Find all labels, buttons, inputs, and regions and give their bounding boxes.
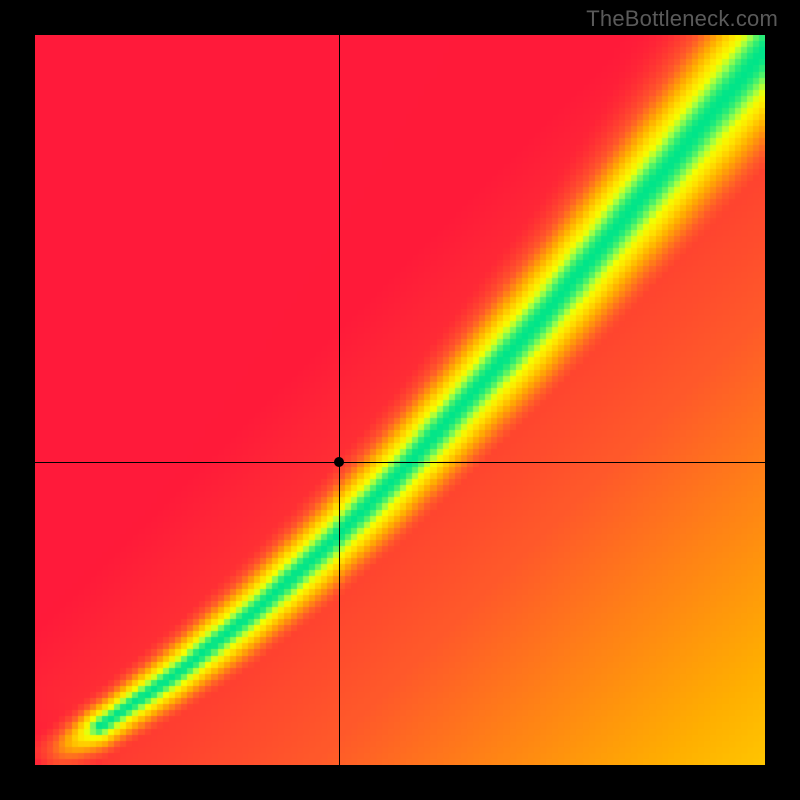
watermark-text: TheBottleneck.com — [586, 6, 778, 32]
crosshair-marker — [334, 457, 344, 467]
plot-area — [35, 35, 765, 765]
crosshair-horizontal — [35, 462, 765, 463]
heatmap-canvas — [35, 35, 765, 765]
crosshair-vertical — [339, 35, 340, 765]
